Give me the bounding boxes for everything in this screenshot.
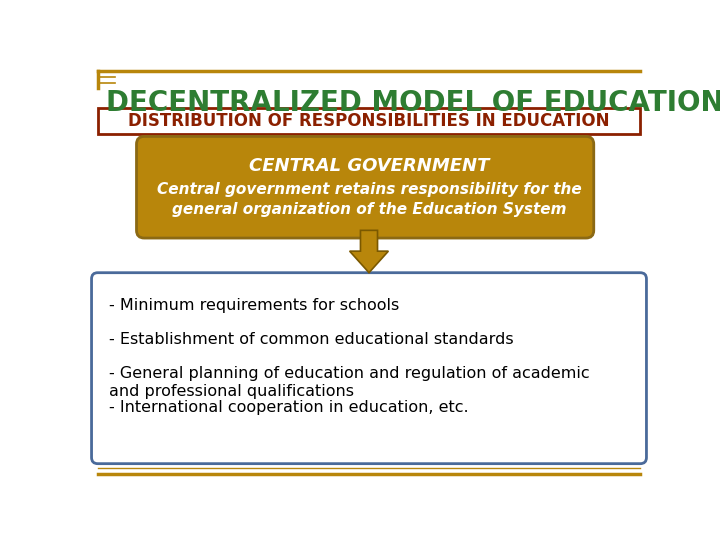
Text: CENTRAL GOVERNMENT: CENTRAL GOVERNMENT — [249, 157, 489, 174]
FancyBboxPatch shape — [137, 137, 594, 238]
FancyBboxPatch shape — [98, 108, 640, 134]
FancyBboxPatch shape — [91, 273, 647, 464]
Text: - International cooperation in education, etc.: - International cooperation in education… — [109, 400, 469, 415]
Text: - Minimum requirements for schools: - Minimum requirements for schools — [109, 298, 400, 313]
Text: - Establishment of common educational standards: - Establishment of common educational st… — [109, 332, 514, 347]
Text: - General planning of education and regulation of academic
and professional qual: - General planning of education and regu… — [109, 366, 590, 400]
Text: Central government retains responsibility for the
general organization of the Ed: Central government retains responsibilit… — [157, 182, 581, 217]
Text: DECENTRALIZED MODEL OF EDUCATION: DECENTRALIZED MODEL OF EDUCATION — [106, 90, 720, 117]
Text: DISTRIBUTION OF RESPONSIBILITIES IN EDUCATION: DISTRIBUTION OF RESPONSIBILITIES IN EDUC… — [128, 112, 610, 130]
Polygon shape — [350, 231, 388, 273]
